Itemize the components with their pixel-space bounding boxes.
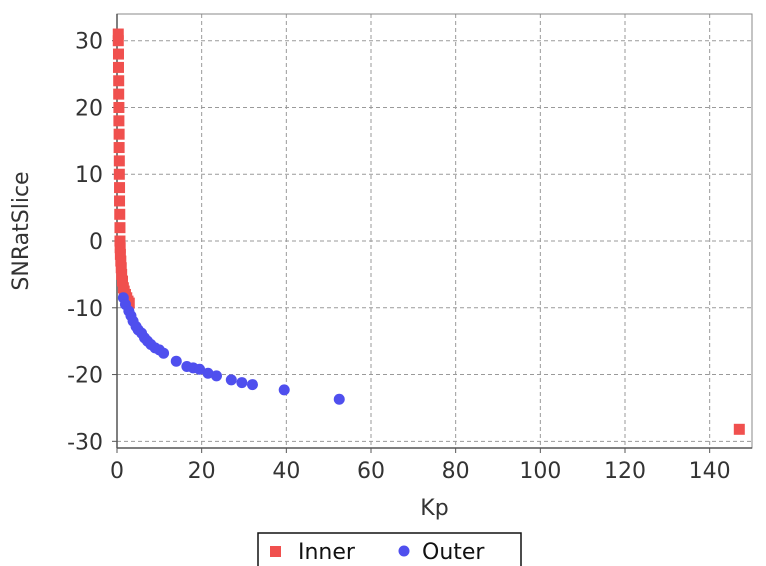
outer-point — [246, 379, 258, 391]
outer-point — [278, 384, 290, 396]
outer-point — [333, 393, 345, 405]
y-axis-ticks: -30 -20 -10 0 10 20 30 — [67, 30, 117, 455]
outer-point — [225, 374, 237, 386]
inner-point — [733, 423, 745, 435]
inner-point — [115, 262, 127, 274]
x-tick-label: 120 — [604, 459, 646, 484]
x-tick-label: 140 — [689, 459, 731, 484]
legend: Inner Outer — [257, 532, 522, 566]
inner-point — [115, 255, 127, 267]
y-axis-title: SNRatSlice — [9, 171, 34, 290]
inner-point — [117, 275, 129, 287]
inner-point — [112, 61, 124, 73]
inner-point — [113, 128, 125, 140]
x-tick-label: 100 — [519, 459, 561, 484]
inner-point — [114, 182, 126, 194]
x-axis-ticks: 0 20 40 60 80 100 120 140 — [110, 448, 731, 484]
plot-background — [117, 14, 752, 448]
outer-point — [210, 370, 222, 382]
outer-point — [202, 367, 214, 379]
outer-point — [236, 377, 248, 389]
x-tick-label: 40 — [272, 459, 300, 484]
inner-point — [114, 195, 126, 207]
inner-point — [113, 168, 125, 180]
inner-point — [113, 88, 125, 100]
legend-outer-marker — [398, 545, 410, 557]
y-tick-label: -10 — [67, 297, 103, 322]
inner-point — [114, 242, 126, 254]
outer-point — [194, 363, 206, 375]
inner-point — [114, 235, 126, 247]
y-tick-label: -20 — [67, 364, 103, 389]
inner-point — [112, 48, 124, 60]
x-tick-label: 0 — [110, 459, 124, 484]
legend-box — [257, 532, 522, 566]
inner-point — [113, 101, 125, 113]
inner-point — [112, 35, 124, 47]
y-tick-label: 10 — [75, 163, 103, 188]
inner-point — [116, 268, 128, 280]
legend-inner-marker — [270, 546, 281, 557]
inner-point — [114, 248, 126, 260]
inner-point — [113, 75, 125, 87]
y-tick-label: 0 — [89, 230, 103, 255]
grid-lines — [116, 14, 752, 448]
x-tick-label: 80 — [442, 459, 470, 484]
outer-point — [158, 347, 170, 359]
inner-point — [114, 208, 126, 220]
inner-point — [112, 28, 124, 40]
legend-inner-label: Inner — [298, 540, 356, 565]
inner-point — [113, 142, 125, 154]
x-tick-label: 60 — [357, 459, 385, 484]
outer-point — [170, 355, 182, 367]
y-tick-label: -30 — [67, 430, 103, 455]
inner-point — [113, 115, 125, 127]
legend-outer-label: Outer — [422, 540, 485, 565]
inner-point — [114, 222, 126, 234]
data-points — [112, 28, 745, 435]
inner-point — [113, 155, 125, 167]
x-tick-label: 20 — [188, 459, 216, 484]
y-tick-label: 30 — [75, 30, 103, 55]
y-tick-label: 20 — [75, 96, 103, 121]
x-axis-title: Kp — [420, 496, 448, 521]
